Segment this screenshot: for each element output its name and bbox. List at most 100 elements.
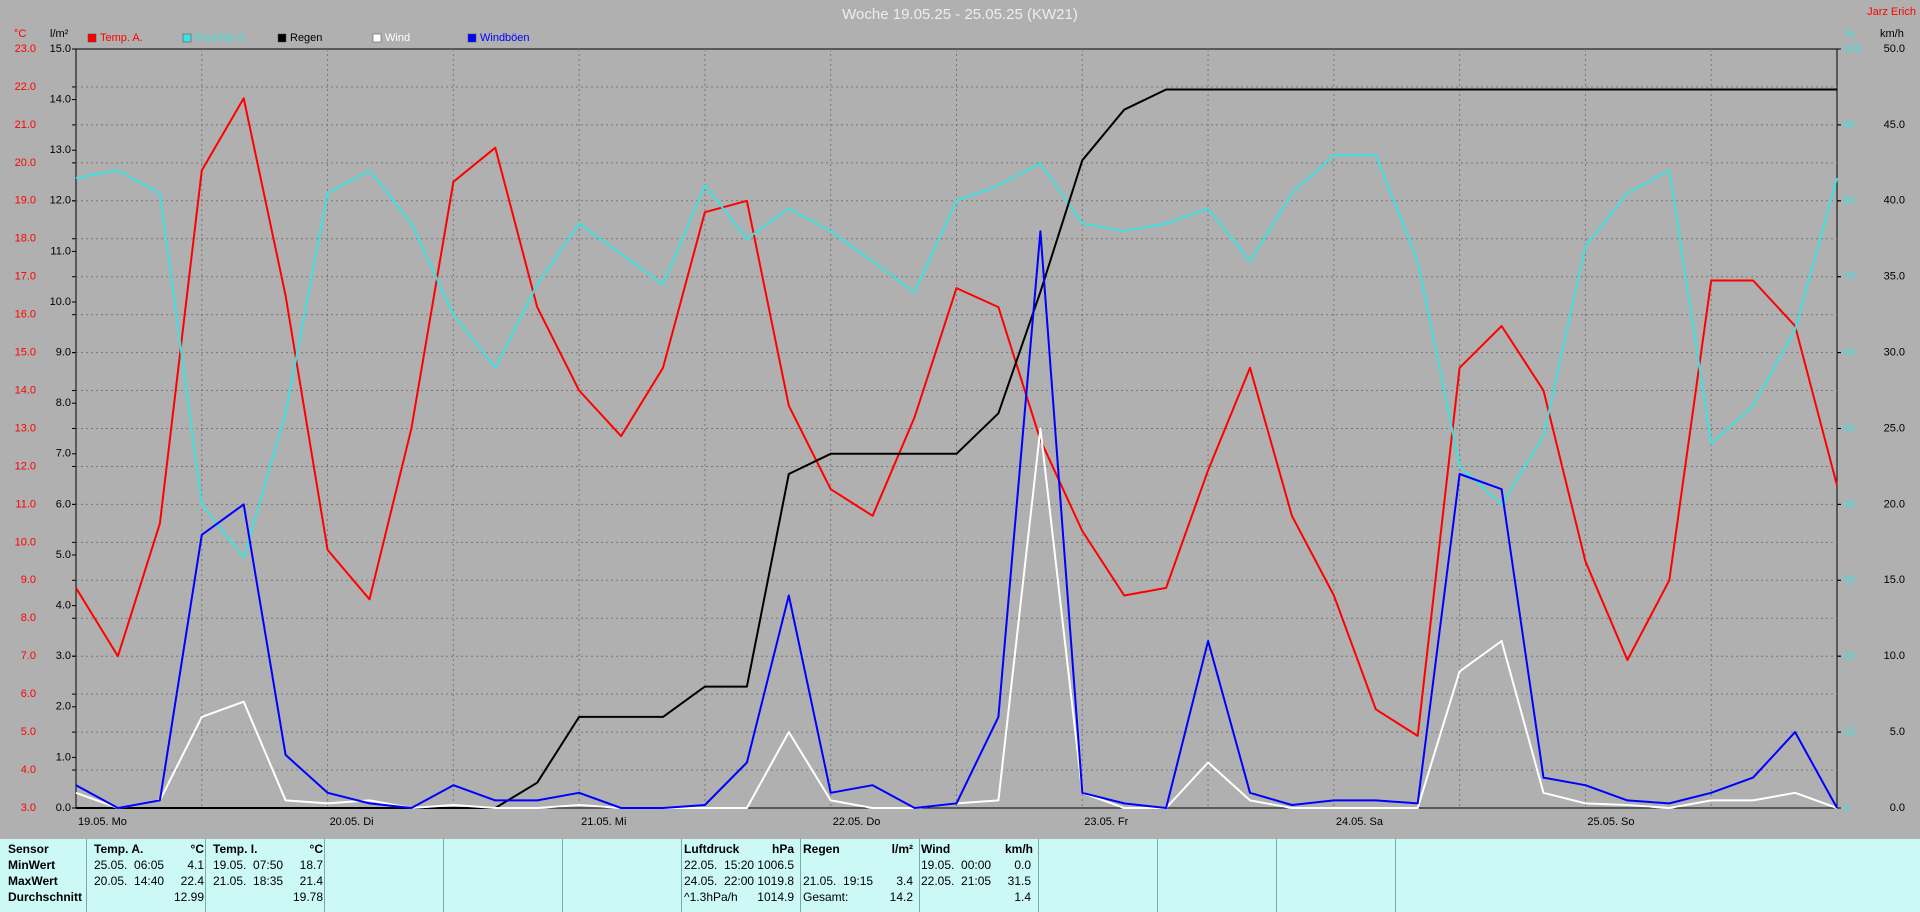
column-divider <box>681 839 682 912</box>
y4-tick-label: 50.0 <box>1884 43 1905 55</box>
y2-axis-label: l/m² <box>50 28 69 40</box>
y2-tick-label: 7.0 <box>56 448 71 460</box>
x-tick-label: 25.05. So <box>1587 816 1634 828</box>
legend-label: Regen <box>290 32 322 44</box>
y2-tick-label: 14.0 <box>50 94 71 106</box>
stat-value: 21.4 <box>299 874 323 888</box>
y-tick-label: 20.0 <box>15 157 36 169</box>
y3-tick-label: 10 <box>1843 726 1855 738</box>
y3-axis-label: % <box>1845 28 1855 40</box>
stat-value: 12.99 <box>173 890 204 904</box>
row-label: Durchschnitt <box>8 890 83 904</box>
y2-tick-label: 13.0 <box>50 144 71 156</box>
column-name: Luftdruck <box>684 842 740 856</box>
y4-tick-label: 30.0 <box>1884 347 1905 359</box>
y-tick-label: 19.0 <box>15 195 36 207</box>
y4-tick-label: 0.0 <box>1890 802 1905 814</box>
y2-tick-label: 1.0 <box>56 751 71 763</box>
y-tick-label: 17.0 <box>15 271 36 283</box>
y3-tick-label: 80 <box>1843 195 1855 207</box>
legend-swatch <box>277 33 287 43</box>
y4-tick-label: 5.0 <box>1890 726 1905 738</box>
column-divider <box>86 839 87 912</box>
y4-tick-label: 45.0 <box>1884 119 1905 131</box>
y2-tick-label: 15.0 <box>50 43 71 55</box>
author: Jarz Erich <box>1867 6 1916 18</box>
y-tick-label: 4.0 <box>21 764 36 776</box>
y-tick-label: 15.0 <box>15 347 36 359</box>
y4-tick-label: 20.0 <box>1884 498 1905 510</box>
y2-tick-label: 12.0 <box>50 195 71 207</box>
y3-tick-label: 0 <box>1843 802 1849 814</box>
y-tick-label: 9.0 <box>21 574 36 586</box>
stat-value: 18.7 <box>299 858 323 872</box>
column-unit: °C <box>190 842 204 856</box>
y2-tick-label: 9.0 <box>56 347 71 359</box>
column-name: Temp. I. <box>213 842 258 856</box>
stat-value: 1006.5 <box>757 858 794 872</box>
legend-label: Wind <box>385 32 410 44</box>
legend-label: Feuchte A. <box>195 32 248 44</box>
stat-label: 19.05. 00:00 <box>921 858 992 872</box>
y-tick-label: 10.0 <box>15 536 36 548</box>
x-tick-label: 20.05. Di <box>330 816 374 828</box>
column-divider <box>1157 839 1158 912</box>
y-tick-label: 22.0 <box>15 81 36 93</box>
column-divider <box>205 839 206 912</box>
y2-tick-label: 2.0 <box>56 701 71 713</box>
column-divider <box>800 839 801 912</box>
column-divider <box>919 839 920 912</box>
y3-tick-label: 30 <box>1843 574 1855 586</box>
column-divider <box>562 839 563 912</box>
stat-label: 22.05. 21:05 <box>921 874 992 888</box>
column-name: Temp. A. <box>94 842 144 856</box>
y2-tick-label: 5.0 <box>56 549 71 561</box>
chart: Woche 19.05.25 - 25.05.25 (KW21) Jarz Er… <box>14 6 1916 828</box>
stat-value: 3.4 <box>896 874 913 888</box>
stat-label: 24.05. 22:00 <box>684 874 755 888</box>
y-tick-label: 7.0 <box>21 650 36 662</box>
y3-tick-label: 20 <box>1843 650 1855 662</box>
y4-axis-label: km/h <box>1880 28 1904 40</box>
legend-swatch <box>467 33 477 43</box>
column-divider <box>443 839 444 912</box>
y4-tick-label: 35.0 <box>1884 271 1905 283</box>
y-tick-label: 21.0 <box>15 119 36 131</box>
y-tick-label: 13.0 <box>15 422 36 434</box>
stat-value: 19.78 <box>292 890 323 904</box>
series-line <box>75 154 1838 559</box>
x-tick-label: 22.05. Do <box>833 816 881 828</box>
y-tick-label: 3.0 <box>21 802 36 814</box>
stat-value: 4.1 <box>187 858 204 872</box>
x-tick-label: 21.05. Mi <box>581 816 626 828</box>
stat-value: 1.4 <box>1014 890 1031 904</box>
stat-value: 1019.8 <box>757 874 794 888</box>
y-tick-label: 5.0 <box>21 726 36 738</box>
y-tick-label: 6.0 <box>21 688 36 700</box>
stat-label: 19.05. 07:50 <box>213 858 284 872</box>
series-line <box>76 88 1837 809</box>
x-tick-label: 19.05. Mo <box>78 816 127 828</box>
series-line <box>75 230 1838 809</box>
column-name: Wind <box>921 842 951 856</box>
y3-tick-label: 70 <box>1843 271 1855 283</box>
y4-tick-label: 10.0 <box>1884 650 1905 662</box>
y2-tick-label: 4.0 <box>56 600 71 612</box>
y2-tick-label: 0.0 <box>56 802 71 814</box>
stat-value: 14.2 <box>889 890 913 904</box>
stat-value: 22.4 <box>180 874 204 888</box>
legend-label: Temp. A. <box>100 32 143 44</box>
y-tick-label: 16.0 <box>15 309 36 321</box>
row-label: MinWert <box>8 858 56 872</box>
y-tick-label: 23.0 <box>15 43 36 55</box>
y2-tick-label: 3.0 <box>56 650 71 662</box>
chart-title: Woche 19.05.25 - 25.05.25 (KW21) <box>842 6 1078 23</box>
column-unit: hPa <box>771 842 794 856</box>
column-unit: °C <box>309 842 323 856</box>
legend-swatch <box>87 33 97 43</box>
legend-label: Windböen <box>480 32 530 44</box>
y2-tick-label: 11.0 <box>50 245 71 257</box>
stats-panel: Sensor MinWert MaxWert Durchschnitt Temp. A.… <box>0 839 1920 912</box>
y-tick-label: 8.0 <box>21 612 36 624</box>
